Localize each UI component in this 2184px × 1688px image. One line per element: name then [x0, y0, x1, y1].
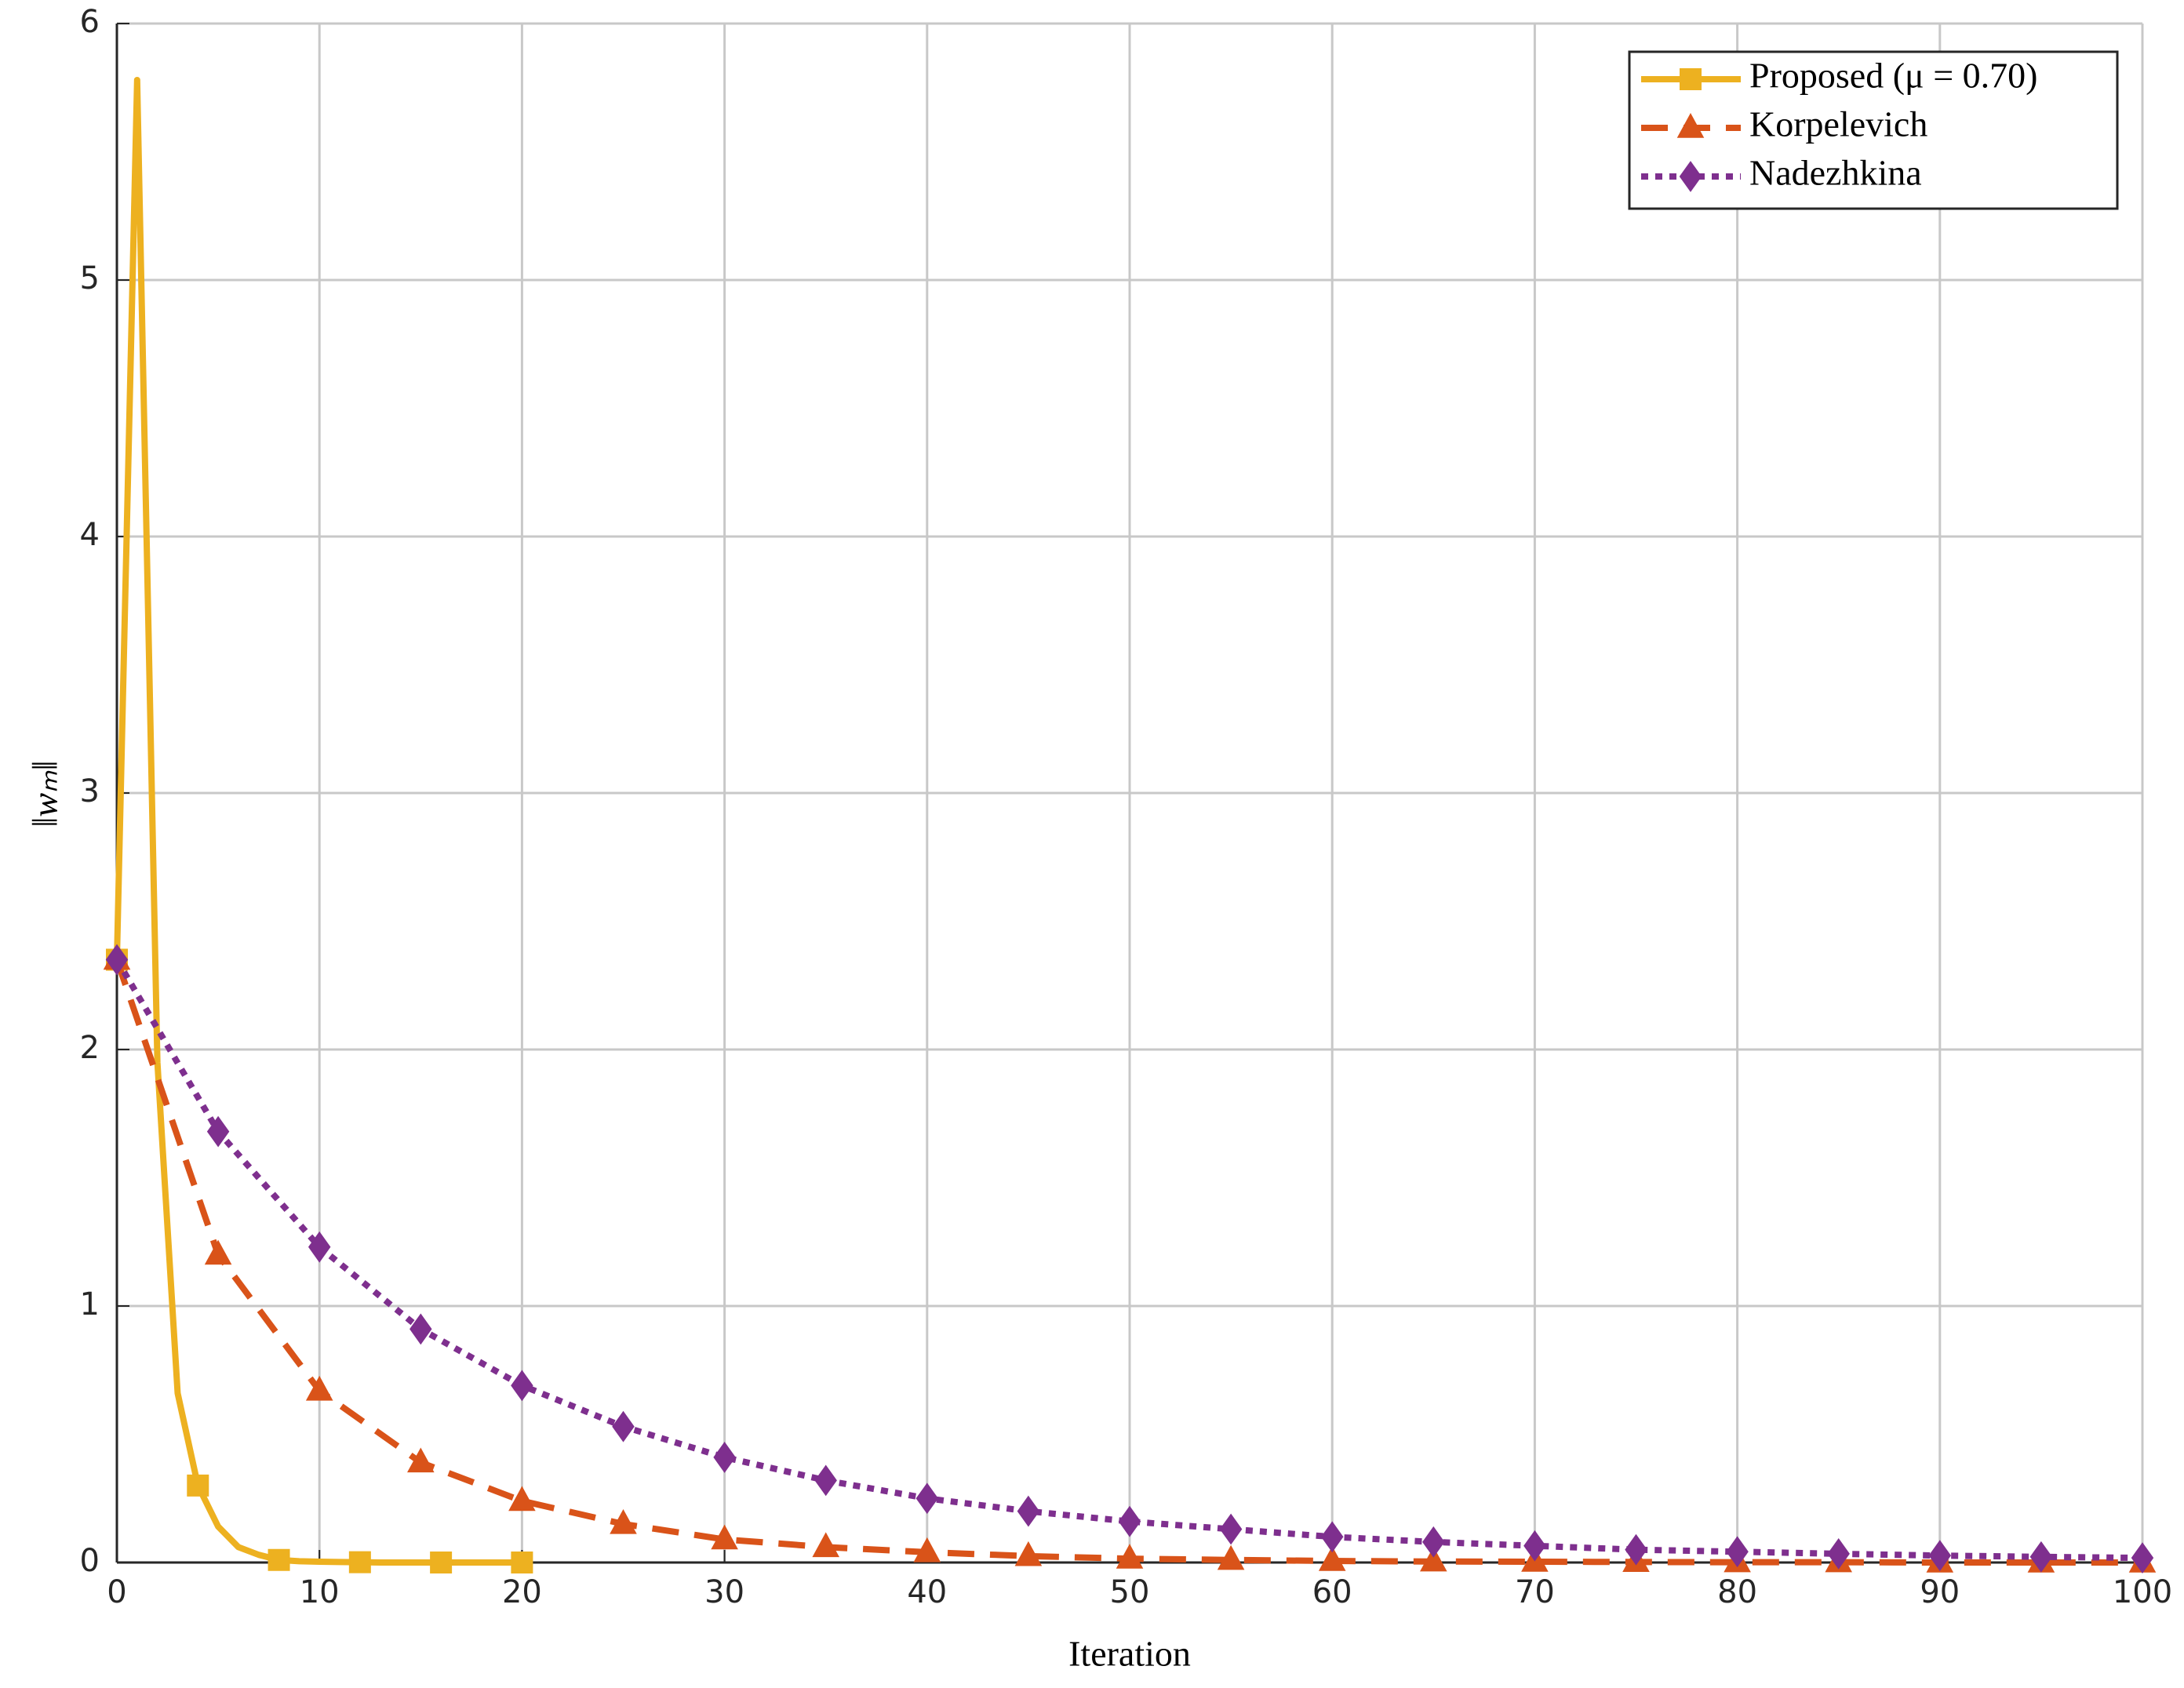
marker	[2131, 1542, 2154, 1574]
x-tick-label: 20	[502, 1574, 542, 1610]
x-tick-label: 50	[1110, 1574, 1150, 1610]
marker	[711, 1524, 738, 1550]
marker	[1118, 1505, 1141, 1537]
marker	[430, 1552, 453, 1573]
x-tick-label: 10	[300, 1574, 340, 1610]
marker	[713, 1442, 736, 1473]
marker	[913, 1537, 941, 1562]
marker	[305, 1375, 333, 1401]
marker	[612, 1410, 635, 1442]
x-tick-label: 80	[1717, 1574, 1757, 1610]
y-tick-label: 1	[80, 1286, 100, 1322]
marker	[348, 1551, 371, 1573]
marker	[410, 1313, 432, 1345]
marker	[187, 1474, 209, 1497]
legend-label: Proposed (μ = 0.70)	[1749, 56, 2037, 96]
marker	[2029, 1541, 2053, 1573]
marker	[812, 1532, 839, 1558]
marker	[610, 1508, 637, 1534]
marker	[814, 1464, 837, 1497]
y-axis-label: ‖wₘ‖	[25, 760, 65, 827]
marker	[508, 1486, 536, 1512]
marker	[1726, 1536, 1749, 1568]
x-tick-label: 30	[704, 1574, 744, 1610]
x-tick-label: 40	[907, 1574, 947, 1610]
x-tick-label: 0	[107, 1574, 126, 1610]
series-line	[114, 76, 522, 1566]
marker	[105, 944, 129, 976]
x-tick-label: 60	[1312, 1574, 1352, 1610]
marker	[1679, 161, 1702, 192]
marker	[1422, 1526, 1445, 1558]
x-axis-label: Iteration	[1068, 1634, 1191, 1674]
legend-label: Nadezhkina	[1749, 153, 1922, 193]
y-tick-label: 2	[80, 1030, 100, 1066]
x-tick-label: 90	[1920, 1574, 1960, 1610]
y-tick-label: 0	[80, 1543, 100, 1579]
marker	[1523, 1530, 1546, 1562]
marker	[1217, 1544, 1245, 1570]
marker	[1014, 1541, 1043, 1566]
marker	[1320, 1521, 1344, 1553]
y-tick-label: 5	[80, 260, 100, 296]
marker	[1219, 1513, 1243, 1545]
y-tick-label: 3	[80, 773, 100, 809]
y-tick-label: 4	[80, 517, 100, 553]
marker	[206, 1115, 230, 1148]
marker	[1928, 1540, 1952, 1572]
x-tick-label: 100	[2113, 1574, 2172, 1610]
marker	[915, 1482, 939, 1515]
marker	[1017, 1495, 1040, 1527]
marker	[1625, 1533, 1647, 1566]
x-tick-label: 70	[1515, 1574, 1555, 1610]
marker	[511, 1370, 533, 1402]
marker	[1420, 1546, 1447, 1572]
marker	[268, 1548, 290, 1571]
y-tick-label: 6	[80, 4, 100, 40]
marker	[1827, 1537, 1850, 1570]
marker	[1680, 68, 1702, 90]
marker	[407, 1447, 435, 1473]
marker	[511, 1552, 533, 1573]
marker	[308, 1231, 331, 1263]
marker	[204, 1239, 232, 1265]
legend-label: Korpelevich	[1749, 104, 1927, 144]
marker	[1676, 113, 1705, 138]
marker	[1318, 1546, 1346, 1571]
marker	[1116, 1544, 1144, 1569]
